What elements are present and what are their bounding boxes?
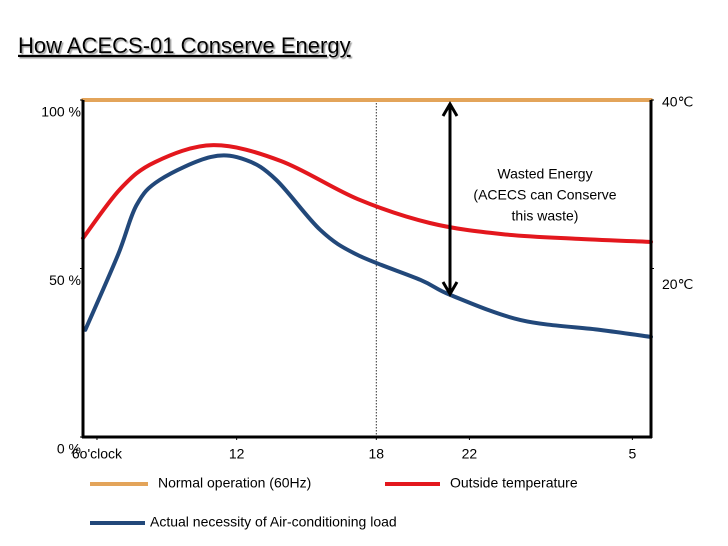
y2-tick-label: 20℃ xyxy=(662,276,693,292)
series-line xyxy=(81,143,653,244)
x-tick-label: 5 xyxy=(628,446,636,462)
y2-tick-label: 40℃ xyxy=(662,94,693,110)
annotation: Wasted Energy xyxy=(497,166,592,182)
legend-label: Normal operation (60Hz) xyxy=(158,475,311,491)
y-tick-label: 0 % xyxy=(57,441,81,457)
series-line xyxy=(83,153,653,339)
arrow-head xyxy=(441,281,459,297)
x-tick-label: 18 xyxy=(369,446,385,462)
annotation: (ACECS can Conserve xyxy=(473,187,616,203)
y-tick-label: 50 % xyxy=(49,272,81,288)
legend-label: Actual necessity of Air-conditioning loa… xyxy=(150,514,397,530)
legend-label: Outside temperature xyxy=(450,475,578,491)
x-tick-label: 6o'clock xyxy=(72,446,123,462)
x-tick-label: 22 xyxy=(462,446,478,462)
y-tick-label: 100 % xyxy=(41,104,81,120)
chart-title: How ACECS-01 Conserve Energy xyxy=(18,33,351,58)
x-tick-label: 12 xyxy=(229,446,245,462)
arrow-head xyxy=(441,101,459,117)
annotation: this waste) xyxy=(512,208,579,224)
